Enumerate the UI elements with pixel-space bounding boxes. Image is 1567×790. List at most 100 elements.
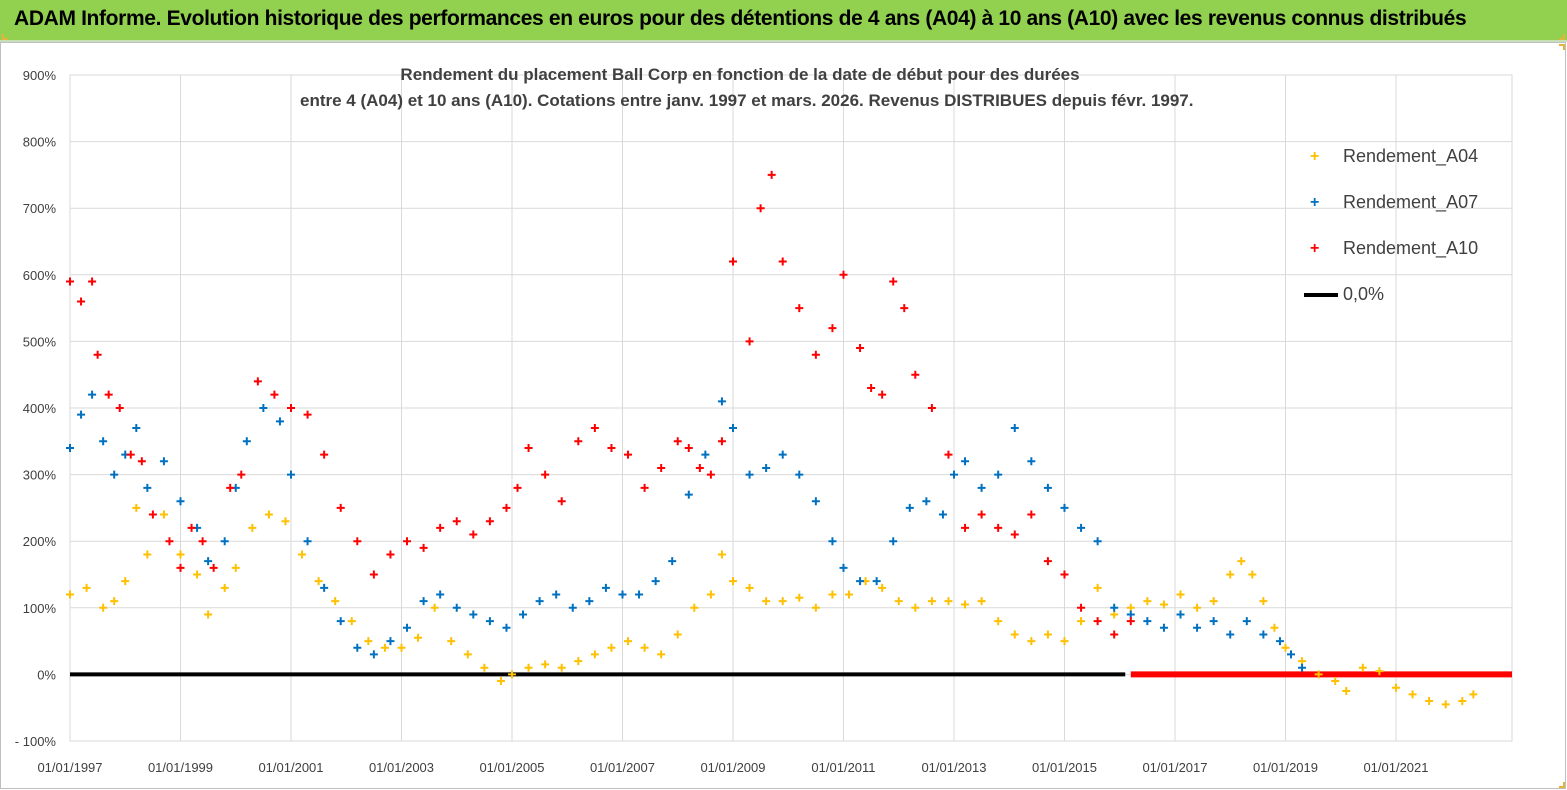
data-point-a07 [242, 437, 251, 446]
y-tick-label: 400% [23, 401, 57, 416]
x-tick-label: 01/01/2003 [369, 760, 434, 775]
data-point-a10 [541, 470, 550, 479]
data-point-a07 [132, 423, 141, 432]
data-point-a07 [88, 390, 97, 399]
data-point-a04 [298, 550, 307, 559]
data-point-a07 [552, 590, 561, 599]
data-point-a07 [99, 437, 108, 446]
legend-item-zero: 0,0% [1300, 280, 1520, 326]
data-point-a04 [110, 597, 119, 606]
data-point-a04 [795, 593, 804, 602]
data-point-a07 [1176, 610, 1185, 619]
data-point-a07 [452, 603, 461, 612]
data-point-a10 [839, 270, 848, 279]
data-point-a10 [336, 503, 345, 512]
data-point-a10 [524, 443, 533, 452]
data-point-a04 [1248, 570, 1257, 579]
data-point-a04 [430, 603, 439, 612]
data-point-a04 [1176, 590, 1185, 599]
data-point-a04 [132, 503, 141, 512]
data-point-a07 [1298, 663, 1307, 672]
data-point-a04 [397, 643, 406, 652]
data-point-a04 [121, 577, 130, 586]
series-a10 [66, 170, 1135, 639]
legend-label: Rendement_A04 [1343, 146, 1479, 166]
data-point-a07 [469, 610, 478, 619]
data-point-a04 [762, 597, 771, 606]
data-point-a07 [419, 597, 428, 606]
data-point-a04 [1209, 597, 1218, 606]
data-point-a04 [745, 583, 754, 592]
legend-item-a07: + Rendement_A07 [1300, 188, 1520, 234]
data-point-a04 [1027, 637, 1036, 646]
y-tick-label: - 100% [15, 734, 57, 749]
data-point-a04 [248, 523, 257, 532]
data-point-a10 [624, 450, 633, 459]
legend-label: Rendement_A10 [1343, 238, 1479, 258]
data-point-a10 [889, 277, 898, 286]
data-point-a07 [1027, 457, 1036, 466]
data-point-a10 [270, 390, 279, 399]
x-tick-label: 01/01/2009 [700, 760, 765, 775]
data-point-a07 [795, 470, 804, 479]
data-point-a07 [1287, 650, 1295, 659]
data-point-a10 [657, 463, 666, 472]
data-point-a07 [1193, 623, 1202, 632]
data-point-a10 [115, 404, 124, 412]
legend-label: 0,0% [1343, 284, 1385, 304]
data-point-a04 [364, 637, 373, 646]
data-point-a10 [911, 370, 920, 379]
corner-handle [1559, 34, 1565, 40]
data-point-a07 [668, 557, 677, 566]
data-point-a04 [220, 583, 229, 592]
data-point-a10 [137, 457, 146, 466]
data-point-a10 [253, 377, 262, 386]
data-point-a07 [110, 470, 119, 479]
data-point-a07 [701, 450, 710, 459]
data-point-a04 [1469, 690, 1478, 699]
data-point-a10 [403, 537, 412, 546]
data-point-a07 [77, 410, 86, 419]
data-point-a04 [717, 550, 726, 559]
data-point-a07 [519, 610, 528, 619]
y-tick-label: 600% [23, 268, 57, 283]
data-point-a07 [1043, 483, 1052, 492]
data-point-a04 [1043, 630, 1052, 639]
data-point-a07 [320, 583, 329, 592]
x-tick-label: 01/01/2007 [590, 760, 655, 775]
data-point-a07 [905, 503, 914, 512]
data-point-a10 [353, 537, 362, 546]
data-point-a04 [264, 510, 273, 519]
data-point-a04 [176, 550, 185, 559]
data-point-a10 [513, 483, 522, 492]
data-point-a07 [502, 623, 511, 632]
data-point-a10 [767, 170, 776, 179]
data-point-a07 [485, 617, 494, 626]
corner-handle [1559, 44, 1565, 50]
data-point-a10 [574, 437, 583, 446]
data-point-a10 [961, 523, 970, 532]
y-tick-label: 300% [23, 468, 57, 483]
y-tick-label: 100% [23, 601, 57, 616]
data-point-a10 [640, 483, 649, 492]
data-point-a04 [607, 643, 616, 652]
data-point-a04 [496, 677, 505, 686]
legend: + Rendement_A04 + Rendement_A07 + Rendem… [1300, 142, 1520, 326]
data-point-a10 [126, 450, 135, 459]
data-point-a07 [369, 650, 378, 659]
data-point-a10 [469, 530, 478, 539]
data-point-a10 [419, 543, 428, 552]
data-point-a10 [1077, 603, 1086, 612]
data-point-a10 [745, 337, 754, 346]
data-point-a04 [706, 590, 715, 599]
data-point-a10 [878, 390, 887, 399]
data-point-a04 [447, 637, 456, 646]
x-tick-label: 01/01/2005 [479, 760, 544, 775]
data-point-a07 [1110, 603, 1119, 612]
data-point-a04 [507, 670, 516, 679]
data-point-a04 [673, 630, 682, 639]
data-point-a10 [557, 497, 566, 506]
data-point-a07 [1209, 617, 1218, 626]
data-point-a10 [369, 570, 378, 579]
corner-handle [2, 34, 8, 40]
